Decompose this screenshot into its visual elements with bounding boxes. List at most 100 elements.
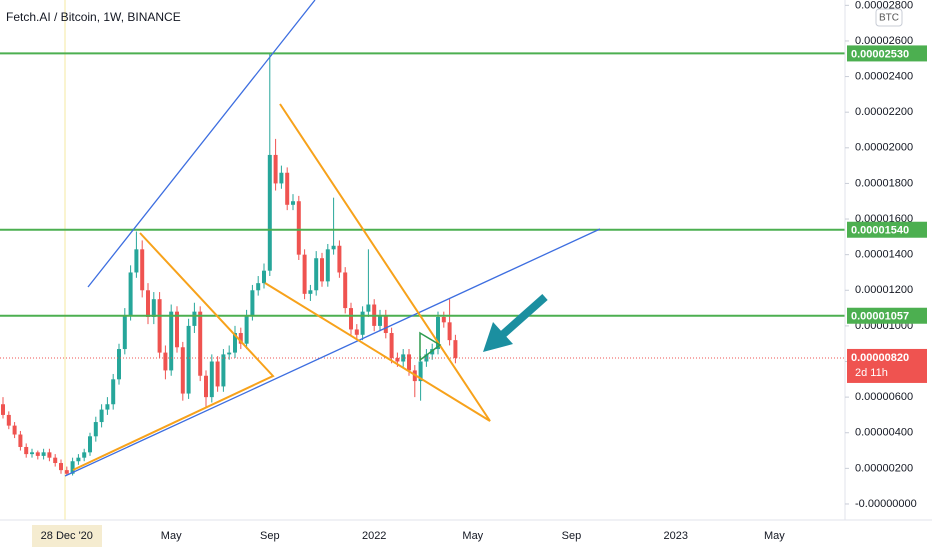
level-label: 0.00001540 bbox=[851, 225, 909, 237]
candle-body bbox=[418, 361, 423, 382]
candle-body bbox=[256, 283, 261, 291]
candle-body bbox=[82, 452, 87, 458]
candle-body bbox=[349, 308, 353, 330]
level-label-box bbox=[847, 45, 927, 62]
candle-body bbox=[395, 357, 400, 362]
candle-body bbox=[383, 315, 388, 334]
last-price-box bbox=[847, 348, 927, 383]
arrow-head bbox=[483, 322, 513, 352]
candle-body bbox=[267, 154, 272, 271]
candle-body bbox=[175, 311, 179, 348]
candle-body bbox=[35, 452, 40, 456]
candle-body bbox=[6, 414, 11, 426]
x-tick-label: 28 Dec '20 bbox=[41, 530, 93, 542]
y-tick-label: 0.00002200 bbox=[855, 106, 913, 118]
candle-body bbox=[401, 354, 406, 362]
candle-body bbox=[105, 404, 110, 410]
candle-body bbox=[325, 249, 330, 282]
candle-body bbox=[262, 270, 266, 284]
y-tick-label: 0.00001800 bbox=[855, 177, 913, 189]
chart-title: Fetch.AI / Bitcoin, 1W, BINANCE bbox=[6, 10, 181, 24]
x-tick-label: 2022 bbox=[362, 530, 386, 542]
candle-body bbox=[41, 452, 46, 456]
candle-body bbox=[53, 457, 58, 464]
x-tick-label: May bbox=[161, 530, 182, 542]
trend-line bbox=[64, 228, 601, 477]
candle-body bbox=[291, 201, 295, 205]
candle-body bbox=[285, 172, 290, 205]
candle-body bbox=[47, 452, 52, 458]
candle-body bbox=[320, 258, 324, 282]
candle-body bbox=[64, 470, 69, 474]
candle-body bbox=[279, 172, 284, 184]
candle-body bbox=[337, 245, 342, 273]
candle-body bbox=[343, 272, 348, 309]
candle-body bbox=[331, 245, 336, 250]
wedge bbox=[72, 232, 275, 471]
candle-body bbox=[146, 290, 150, 317]
candle-body bbox=[88, 436, 92, 453]
candle-body bbox=[99, 409, 104, 423]
y-tick-label: 0.00001200 bbox=[855, 284, 913, 296]
candle-body bbox=[447, 322, 452, 341]
candle-body bbox=[93, 422, 98, 437]
candle-body bbox=[215, 361, 220, 387]
candle-body bbox=[244, 315, 249, 344]
y-tick-label: 0.00000600 bbox=[855, 391, 913, 403]
candle-body bbox=[436, 316, 440, 350]
level-label: 0.00002530 bbox=[851, 48, 909, 60]
y-tick-label: -0.00000000 bbox=[855, 498, 917, 510]
y-tick-label: 0.00000200 bbox=[855, 462, 913, 474]
candle-body bbox=[163, 352, 168, 371]
candle-body bbox=[273, 154, 278, 184]
candle-body bbox=[302, 254, 307, 294]
arrow-shaft bbox=[497, 294, 548, 340]
candle-body bbox=[378, 315, 382, 326]
candle-body bbox=[296, 201, 301, 255]
plot bbox=[0, 52, 845, 476]
trend-line bbox=[87, 0, 316, 288]
candle-body bbox=[18, 434, 23, 447]
candle-body bbox=[59, 463, 63, 471]
last-price-label: 0.00000820 bbox=[851, 352, 909, 364]
candle-body bbox=[169, 311, 174, 371]
candle-body bbox=[221, 354, 226, 387]
unit-box bbox=[875, 8, 903, 27]
candle-body bbox=[209, 361, 214, 398]
candle-body bbox=[441, 316, 446, 323]
candle-body bbox=[111, 379, 116, 405]
axes: 0.00002800 0.00002600 0.00002400 0.00002200… bbox=[41, 0, 927, 542]
y-tick-label: 0.00002800 bbox=[855, 0, 913, 11]
candle-body bbox=[117, 349, 121, 380]
y-tick-label: 0.00002000 bbox=[855, 142, 913, 154]
candle-body bbox=[30, 452, 34, 455]
y-tick-label: 0.00002600 bbox=[855, 35, 913, 47]
x-tick-label: May bbox=[462, 530, 483, 542]
candle-body bbox=[227, 352, 232, 355]
date-highlight bbox=[32, 525, 102, 547]
candle-body bbox=[122, 315, 127, 350]
candle-body bbox=[238, 333, 243, 344]
countdown-label: 2d 11h bbox=[855, 367, 888, 379]
candle-body bbox=[308, 290, 313, 294]
candle-body bbox=[453, 340, 458, 358]
candle-body bbox=[198, 311, 203, 376]
y-tick-label: 0.00000400 bbox=[855, 427, 913, 439]
y-tick-label: 0.00001400 bbox=[855, 249, 913, 261]
wedge bbox=[264, 103, 491, 422]
candle-body bbox=[70, 461, 75, 474]
candle-body bbox=[140, 249, 145, 291]
candle-body bbox=[157, 299, 162, 353]
x-tick-label: 2023 bbox=[664, 530, 688, 542]
level-label-box bbox=[847, 307, 927, 324]
candle-body bbox=[76, 457, 81, 462]
candle-body bbox=[24, 446, 29, 455]
candle-body bbox=[204, 375, 208, 398]
x-tick-label: Sep bbox=[260, 530, 280, 542]
candle-body bbox=[151, 299, 156, 317]
y-tick-label: 0.00002400 bbox=[855, 70, 913, 82]
candle-body bbox=[354, 329, 359, 335]
candle-body bbox=[134, 249, 139, 273]
candle-body bbox=[314, 258, 319, 291]
